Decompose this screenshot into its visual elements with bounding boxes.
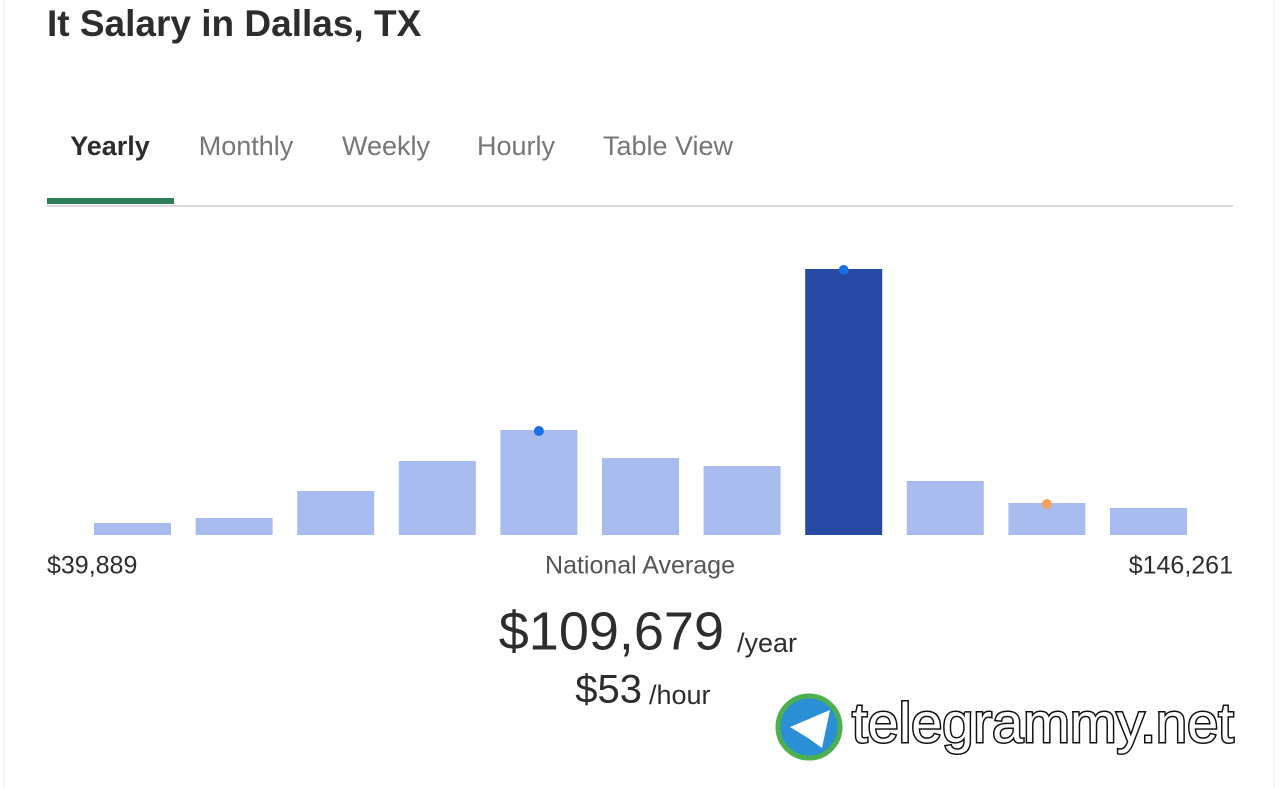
bar-marker bbox=[533, 426, 544, 436]
tab[interactable]: Table View bbox=[603, 131, 734, 161]
tabs: Yearly Monthly Weekly Hourly Table View bbox=[70, 131, 733, 161]
bar bbox=[906, 481, 984, 535]
bar bbox=[805, 269, 883, 535]
hourly-salary: $53 bbox=[575, 668, 642, 712]
bar bbox=[500, 430, 578, 535]
chart bbox=[94, 265, 1187, 535]
yearly-unit: /year bbox=[737, 628, 797, 658]
bar bbox=[94, 523, 171, 535]
tab[interactable]: Hourly bbox=[477, 131, 556, 161]
tab[interactable]: Monthly bbox=[199, 131, 294, 161]
tab[interactable]: Yearly bbox=[70, 131, 150, 161]
watermark-text: telegrammy.net bbox=[852, 691, 1234, 754]
watermark-plane bbox=[790, 710, 830, 748]
watermark: telegrammy.net bbox=[775, 689, 1236, 761]
max-label: $146,261 bbox=[1129, 552, 1233, 580]
min-label: $39,889 bbox=[47, 552, 137, 580]
bar bbox=[297, 491, 375, 535]
active-tab-underline bbox=[47, 198, 174, 204]
bar-marker bbox=[1041, 499, 1052, 509]
watermark-icon-ring bbox=[775, 693, 843, 761]
bar bbox=[602, 458, 679, 535]
bar bbox=[703, 466, 781, 535]
bar-marker bbox=[838, 265, 849, 275]
bar bbox=[1110, 508, 1187, 535]
hourly-unit: /hour bbox=[649, 680, 711, 710]
bar bbox=[195, 518, 273, 535]
national-average-label: National Average bbox=[545, 552, 735, 580]
yearly-salary: $109,679 bbox=[499, 601, 724, 661]
title: It Salary in Dallas, TX bbox=[47, 3, 422, 44]
tab[interactable]: Weekly bbox=[342, 131, 431, 161]
bar bbox=[398, 461, 476, 535]
